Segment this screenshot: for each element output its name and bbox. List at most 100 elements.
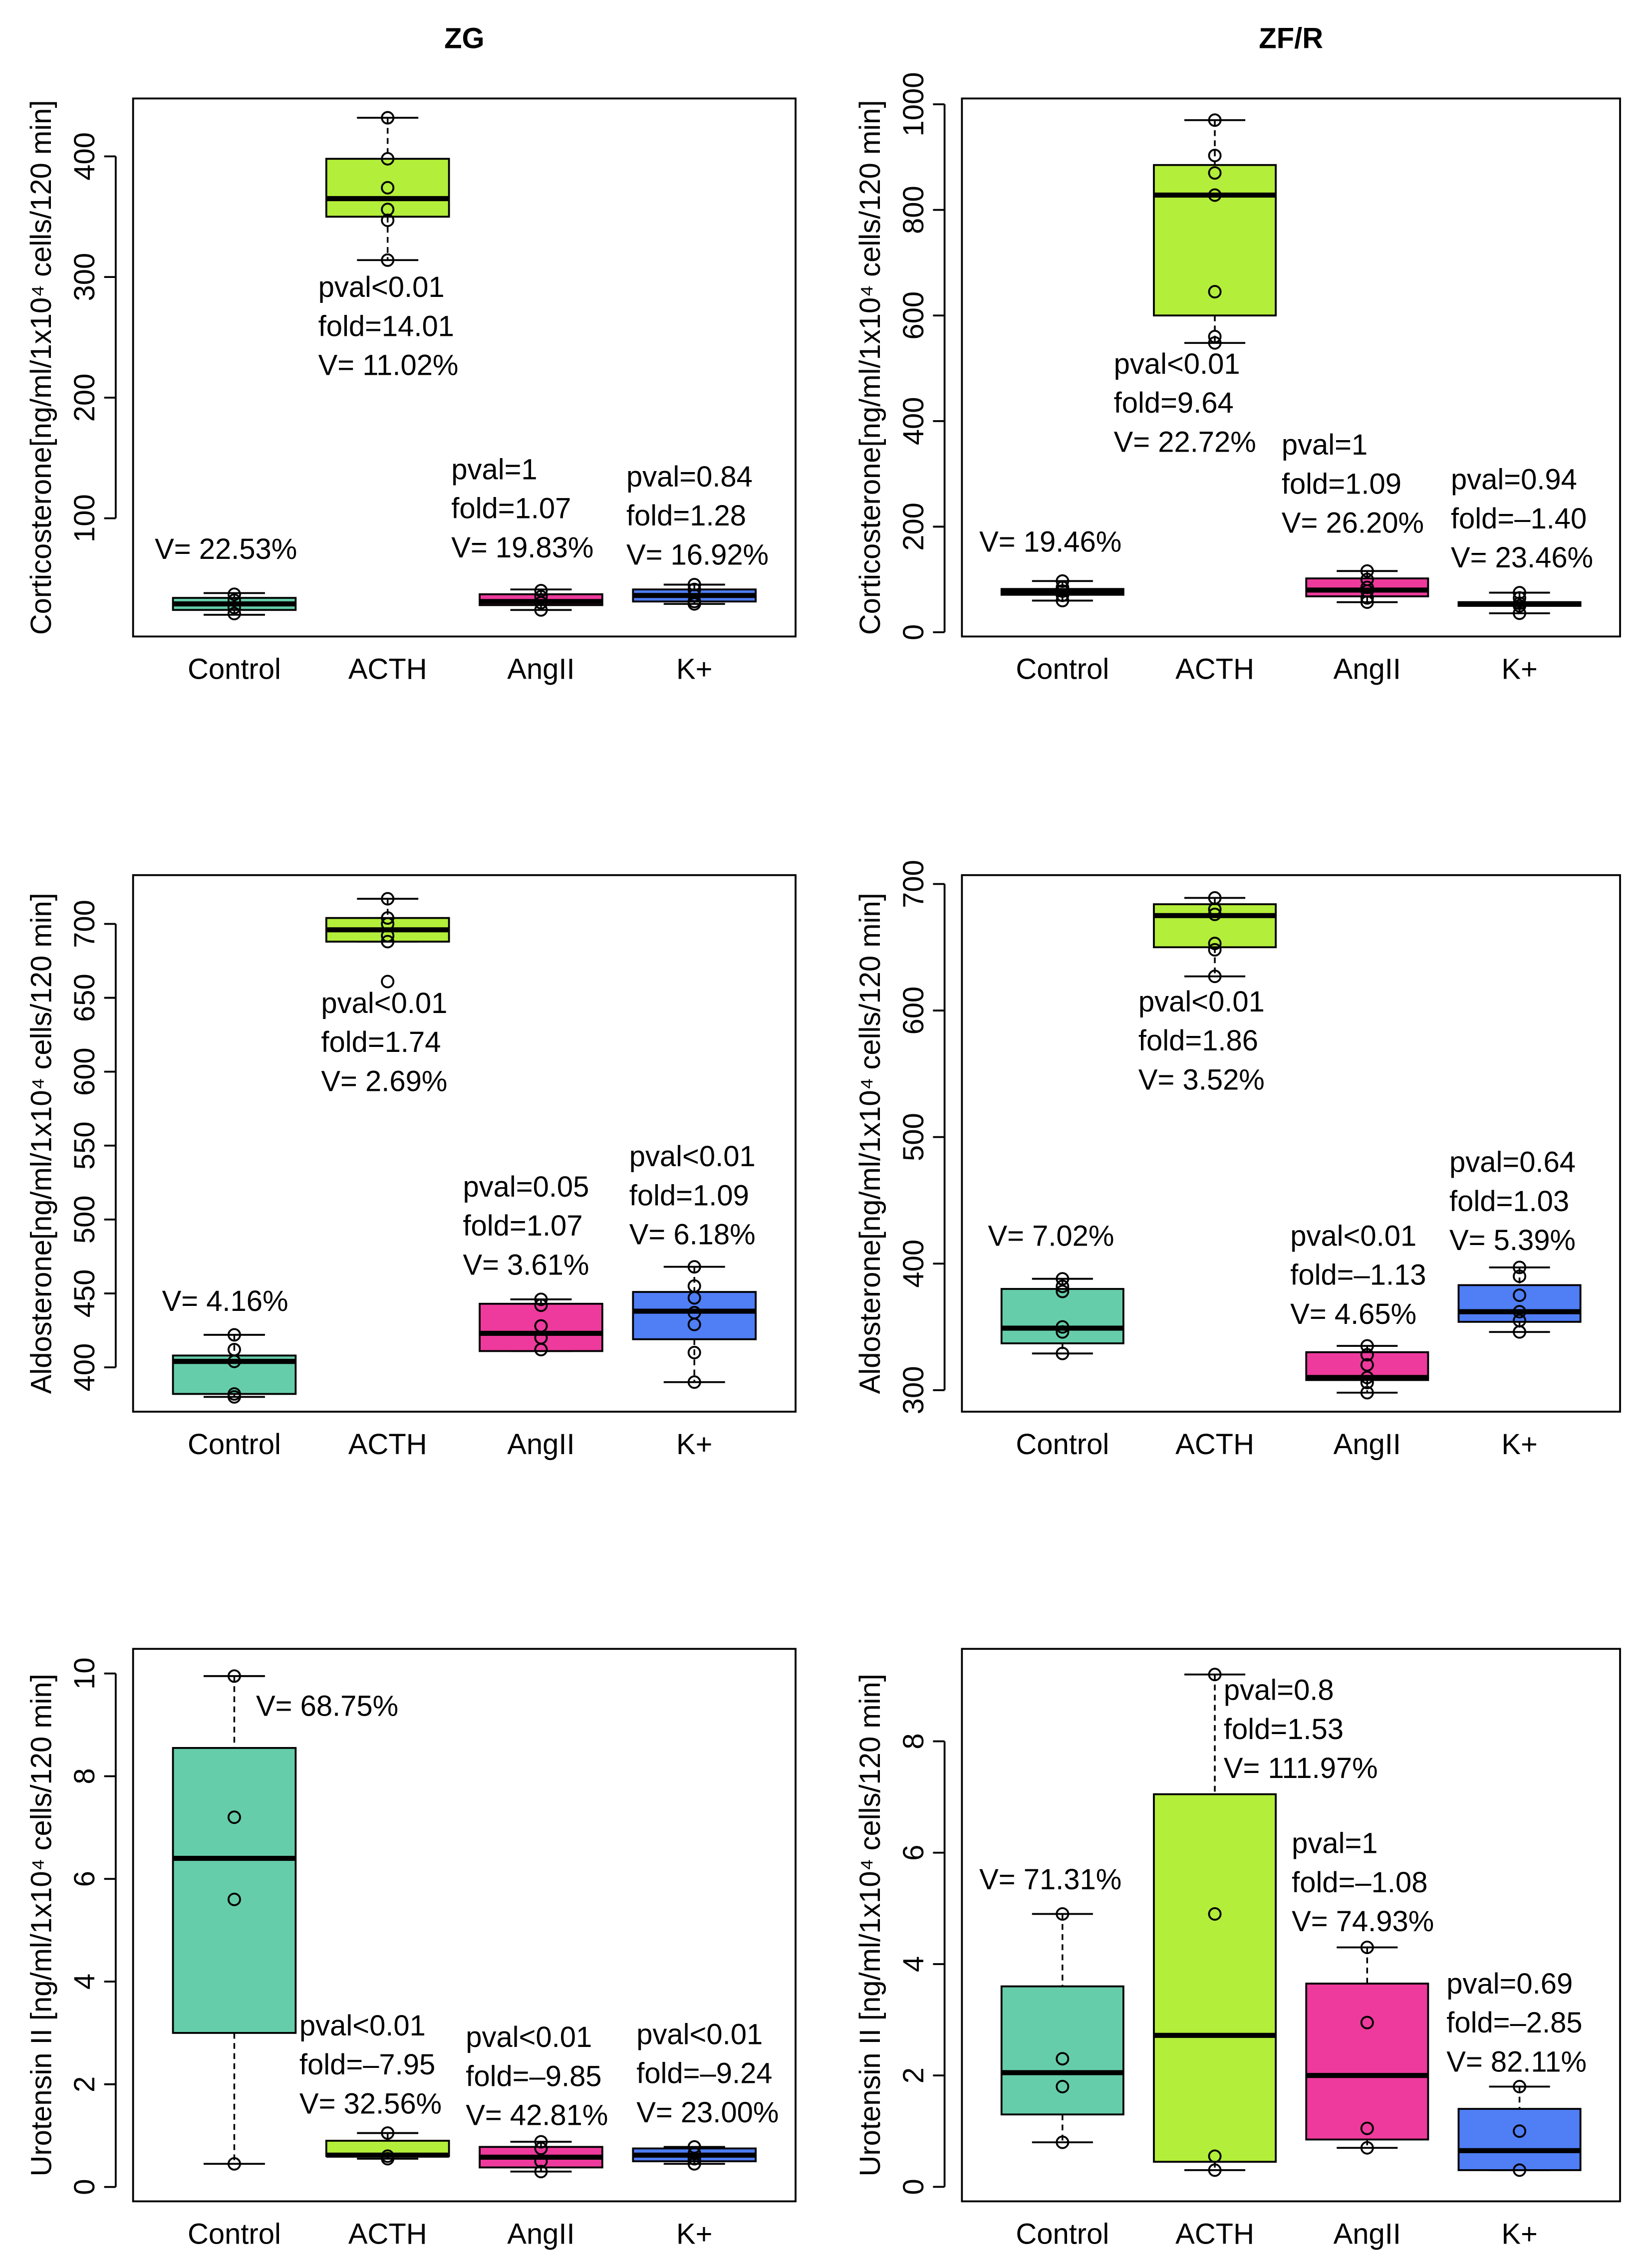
data-point <box>1513 1269 1527 1283</box>
data-point <box>1208 1907 1222 1921</box>
annotation: V= 16.92% <box>626 539 769 571</box>
box <box>172 1747 297 2034</box>
data-point <box>381 2152 395 2166</box>
data-point <box>381 2126 395 2140</box>
annotation: pval<0.01 <box>321 988 447 1019</box>
data-point <box>1360 2121 1374 2135</box>
box <box>1153 903 1277 949</box>
data-point <box>534 603 548 617</box>
annotation: pval<0.01 <box>299 2010 426 2042</box>
annotation: fold=–1.08 <box>1292 1867 1427 1899</box>
data-point <box>1208 330 1222 344</box>
annotation: fold=1.86 <box>1138 1025 1258 1057</box>
y-tick-label: 400 <box>898 397 930 445</box>
data-point <box>534 596 548 610</box>
data-point <box>1208 2149 1222 2163</box>
data-point <box>381 181 395 195</box>
x-tick-label: AngII <box>1334 653 1401 685</box>
annotation: V= 26.20% <box>1282 507 1424 539</box>
plot-frame <box>132 97 797 638</box>
annotation: V= 7.02% <box>988 1220 1114 1252</box>
data-point <box>1208 937 1222 951</box>
annotation: pval=0.69 <box>1446 1968 1573 2000</box>
data-point <box>1208 2163 1222 2177</box>
x-tick-label: ACTH <box>1175 1429 1254 1461</box>
box <box>1000 1985 1124 2116</box>
data-point <box>227 1354 241 1368</box>
data-point <box>1056 1325 1070 1339</box>
data-point <box>1056 1284 1070 1298</box>
y-tick-label: 8 <box>898 1733 930 1749</box>
y-tick-label: 550 <box>69 1121 101 1170</box>
data-point <box>1056 1272 1070 1286</box>
annotation: V= 22.53% <box>155 533 297 565</box>
annotation: pval=0.64 <box>1449 1147 1576 1179</box>
data-point <box>1056 594 1070 608</box>
data-point <box>381 111 395 125</box>
plot-frame <box>961 1648 1621 2203</box>
box <box>1305 1983 1429 2141</box>
data-point <box>1513 1325 1527 1339</box>
x-tick-label: ACTH <box>1175 653 1254 685</box>
y-tick-label: 2 <box>69 2076 101 2092</box>
annotation: V= 82.11% <box>1446 2046 1587 2078</box>
data-point <box>1208 336 1222 350</box>
annotation: V= 2.69% <box>321 1065 447 1097</box>
y-tick-label: 200 <box>898 503 930 551</box>
y-tick-label: 6 <box>898 1845 930 1861</box>
plot-frame <box>961 97 1621 638</box>
y-tick-label: 0 <box>898 2179 930 2195</box>
x-tick-label: ACTH <box>1175 2218 1254 2250</box>
data-point <box>227 1390 241 1404</box>
annotation: fold=1.28 <box>626 500 746 532</box>
annotation: V= 42.81% <box>466 2100 608 2132</box>
data-point <box>1056 1346 1070 1360</box>
data-point <box>1513 2163 1527 2177</box>
data-point <box>1360 1339 1374 1353</box>
data-point <box>1513 599 1527 613</box>
data-point <box>1208 1668 1222 1682</box>
box <box>632 1291 757 1340</box>
data-point <box>381 975 395 989</box>
data-point <box>1208 943 1222 957</box>
annotation: V= 32.56% <box>299 2088 442 2120</box>
y-tick-label: 400 <box>898 1240 930 1288</box>
data-point <box>1056 574 1070 588</box>
annotation: V= 19.83% <box>451 532 593 564</box>
box <box>1153 164 1277 317</box>
data-point <box>1056 2135 1070 2149</box>
data-point <box>687 1291 701 1305</box>
data-point <box>687 2147 701 2161</box>
data-point <box>1360 1348 1374 1362</box>
plot-frame <box>132 874 797 1413</box>
y-axis-label: Urotensin II [ng/ml/1x10⁴ cells/120 min] <box>25 1674 57 2176</box>
annotation: fold=–9.85 <box>466 2060 601 2092</box>
x-tick-label: Control <box>188 2218 281 2250</box>
data-point <box>1360 2141 1374 2155</box>
data-point <box>227 601 241 614</box>
y-axis-label: Corticosterone[ng/ml/1x10⁴ cells/120 min… <box>25 100 57 635</box>
data-point <box>1513 606 1527 620</box>
x-tick-label: Control <box>188 1429 281 1461</box>
annotation: fold=–1.13 <box>1290 1260 1426 1291</box>
data-point <box>687 2152 701 2166</box>
data-point <box>1360 591 1374 605</box>
annotation: V= 5.39% <box>1449 1225 1576 1257</box>
data-point <box>1513 2124 1527 2138</box>
box <box>1457 2108 1582 2171</box>
data-point <box>227 593 241 607</box>
data-point <box>1208 907 1222 921</box>
annotation: pval<0.01 <box>636 2018 763 2050</box>
annotation: pval=0.84 <box>626 461 753 493</box>
x-tick-label: K+ <box>1501 1429 1538 1461</box>
x-tick-label: AngII <box>1334 2218 1401 2250</box>
annotation: fold=1.74 <box>321 1026 441 1058</box>
annotation: V= 71.31% <box>979 1864 1121 1896</box>
data-point <box>687 1375 701 1389</box>
annotation: V= 4.16% <box>162 1285 288 1317</box>
y-tick-label: 300 <box>898 1366 930 1415</box>
y-tick-label: 2 <box>898 2067 930 2083</box>
annotation: pval=1 <box>451 454 537 486</box>
annotation: V= 74.93% <box>1292 1906 1434 1938</box>
